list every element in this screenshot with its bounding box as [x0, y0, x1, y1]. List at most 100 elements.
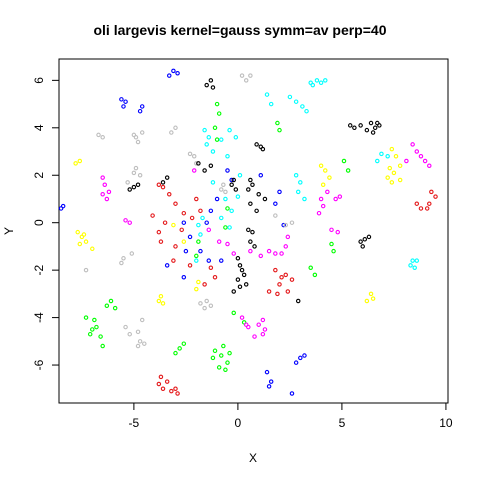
- data-point: [191, 154, 197, 159]
- data-point: [77, 241, 83, 247]
- data-point: [302, 196, 307, 202]
- data-point: [100, 175, 105, 180]
- data-point: [412, 265, 417, 271]
- data-point: [387, 165, 393, 171]
- data-point: [237, 172, 243, 178]
- data-point: [366, 234, 372, 240]
- data-point: [210, 355, 216, 361]
- data-point: [158, 293, 164, 299]
- data-point: [181, 210, 187, 216]
- data-point: [275, 120, 280, 126]
- data-point: [316, 210, 322, 216]
- data-point: [298, 180, 303, 185]
- data-point: [106, 189, 112, 195]
- data-point: [139, 104, 145, 109]
- data-point: [237, 284, 243, 290]
- data-point: [256, 322, 261, 327]
- data-point: [246, 324, 251, 330]
- y-tick-label: 0: [32, 219, 46, 226]
- data-point: [241, 272, 247, 278]
- data-point: [133, 165, 139, 171]
- data-point: [104, 196, 110, 202]
- data-point: [408, 263, 413, 268]
- data-point: [337, 194, 343, 199]
- data-point: [433, 194, 438, 199]
- data-point: [410, 142, 415, 147]
- data-point: [300, 104, 305, 109]
- data-point: [104, 303, 110, 308]
- data-point: [235, 277, 241, 282]
- data-point: [243, 282, 249, 287]
- data-point: [273, 201, 278, 206]
- data-point: [289, 220, 295, 225]
- data-point: [75, 229, 80, 235]
- data-point: [283, 222, 288, 228]
- data-point: [123, 218, 128, 223]
- data-point: [196, 161, 201, 166]
- data-point: [150, 213, 155, 218]
- data-point: [194, 161, 199, 166]
- data-point: [173, 386, 178, 392]
- data-point: [169, 388, 174, 394]
- data-point: [125, 180, 130, 185]
- data-point: [227, 350, 232, 356]
- data-point: [418, 206, 424, 211]
- data-point: [137, 172, 143, 178]
- data-point: [235, 256, 241, 261]
- data-point: [216, 365, 222, 370]
- data-point: [248, 201, 253, 206]
- data-point: [345, 168, 351, 173]
- data-point: [102, 182, 108, 187]
- data-point: [318, 196, 324, 202]
- data-point: [266, 289, 272, 294]
- data-point: [225, 168, 230, 173]
- data-point: [164, 379, 170, 384]
- data-point: [225, 360, 230, 365]
- data-point: [214, 196, 220, 202]
- data-point: [248, 239, 253, 244]
- data-point: [237, 263, 243, 268]
- data-point: [327, 175, 332, 180]
- data-point: [389, 180, 395, 185]
- data-point: [187, 151, 193, 157]
- data-point: [312, 272, 318, 278]
- data-point: [183, 248, 189, 254]
- data-point: [427, 163, 432, 169]
- data-point: [393, 154, 399, 159]
- data-point: [160, 386, 166, 392]
- data-point: [135, 139, 141, 145]
- data-point: [119, 260, 124, 266]
- data-point: [123, 324, 128, 330]
- data-point: [83, 315, 89, 320]
- data-point: [171, 258, 176, 263]
- data-point: [173, 125, 178, 131]
- data-point: [135, 343, 141, 349]
- data-point: [156, 381, 162, 387]
- data-point: [100, 343, 105, 349]
- data-point: [391, 170, 397, 176]
- data-point: [160, 180, 166, 185]
- data-point: [156, 298, 162, 304]
- data-point: [121, 256, 126, 261]
- data-point: [347, 123, 353, 128]
- data-point: [370, 296, 376, 301]
- data-point: [352, 125, 357, 131]
- data-point: [223, 225, 228, 230]
- data-point: [158, 239, 164, 244]
- data-point: [397, 177, 403, 183]
- data-point: [221, 343, 226, 349]
- data-point: [248, 248, 253, 254]
- data-point: [219, 353, 224, 358]
- data-point: [181, 239, 187, 244]
- data-point: [375, 158, 380, 164]
- data-point: [208, 208, 214, 214]
- data-point: [210, 149, 216, 154]
- data-point: [160, 301, 166, 306]
- data-point: [202, 127, 207, 133]
- data-point: [266, 248, 272, 254]
- data-point: [94, 324, 99, 330]
- data-point: [341, 158, 347, 164]
- data-point: [246, 227, 251, 233]
- data-point: [227, 225, 232, 230]
- data-point: [158, 374, 164, 380]
